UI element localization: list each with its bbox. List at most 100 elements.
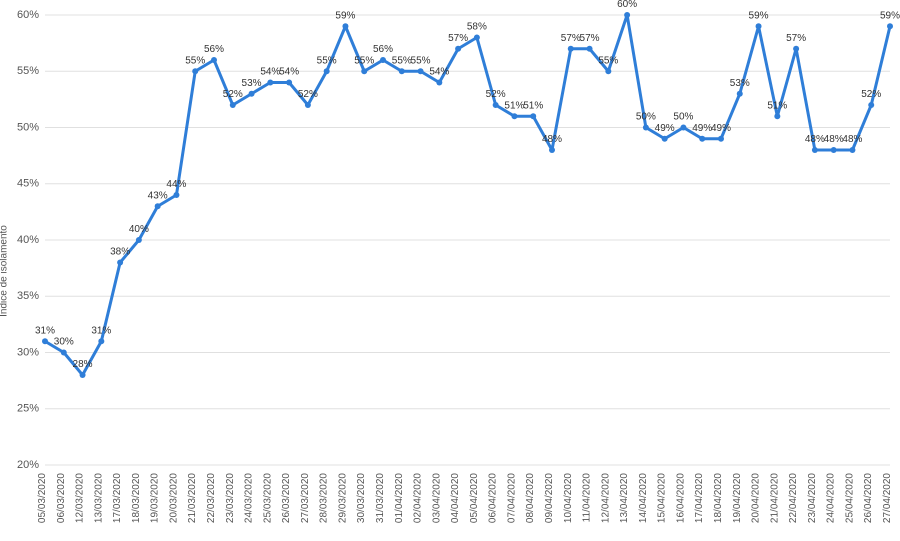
point-label: 43% bbox=[148, 190, 168, 201]
x-tick-label: 26/04/2020 bbox=[863, 473, 874, 523]
data-point bbox=[249, 91, 255, 97]
data-point bbox=[662, 136, 668, 142]
point-label: 57% bbox=[448, 33, 468, 44]
grid bbox=[45, 15, 890, 465]
point-label: 40% bbox=[129, 224, 149, 235]
x-tick-label: 20/04/2020 bbox=[751, 473, 762, 523]
point-label: 54% bbox=[260, 67, 280, 78]
point-label: 57% bbox=[580, 33, 600, 44]
point-labels: 31%30%28%31%38%40%43%44%55%56%52%53%54%5… bbox=[35, 0, 900, 370]
x-tick-label: 15/04/2020 bbox=[657, 473, 668, 523]
x-tick-label: 13/03/2020 bbox=[93, 473, 104, 523]
point-label: 56% bbox=[204, 44, 224, 55]
data-point bbox=[98, 338, 104, 344]
point-label: 53% bbox=[730, 78, 750, 89]
chart-svg: 20%25%30%35%40%45%50%55%60%31%30%28%31%3… bbox=[0, 0, 900, 541]
point-label: 51% bbox=[767, 100, 787, 111]
data-point bbox=[361, 68, 367, 74]
point-label: 55% bbox=[185, 55, 205, 66]
data-point bbox=[80, 372, 86, 378]
data-point bbox=[849, 147, 855, 153]
x-tick-label: 06/03/2020 bbox=[56, 473, 67, 523]
data-point bbox=[756, 23, 762, 29]
y-tick-label: 40% bbox=[17, 234, 39, 246]
y-tick-label: 45% bbox=[17, 178, 39, 190]
data-point bbox=[868, 102, 874, 108]
data-point bbox=[173, 192, 179, 198]
point-label: 57% bbox=[561, 33, 581, 44]
data-point bbox=[511, 113, 517, 119]
x-ticks: 05/03/202006/03/202012/03/202013/03/2020… bbox=[37, 473, 893, 523]
data-point bbox=[812, 147, 818, 153]
data-point bbox=[887, 23, 893, 29]
data-point bbox=[61, 350, 67, 356]
data-point bbox=[530, 113, 536, 119]
point-label: 50% bbox=[673, 112, 693, 123]
point-label: 56% bbox=[373, 44, 393, 55]
x-tick-label: 22/03/2020 bbox=[206, 473, 217, 523]
data-point bbox=[117, 260, 123, 266]
x-tick-label: 19/03/2020 bbox=[150, 473, 161, 523]
point-label: 49% bbox=[655, 123, 675, 134]
point-label: 59% bbox=[880, 10, 900, 21]
x-tick-label: 04/04/2020 bbox=[450, 473, 461, 523]
x-tick-label: 18/03/2020 bbox=[131, 473, 142, 523]
data-point bbox=[774, 113, 780, 119]
data-point bbox=[380, 57, 386, 63]
data-point bbox=[587, 46, 593, 52]
y-axis-label: Índice de isolamento bbox=[0, 225, 10, 317]
point-label: 55% bbox=[354, 55, 374, 66]
data-point bbox=[680, 125, 686, 131]
data-point bbox=[643, 125, 649, 131]
x-tick-label: 25/04/2020 bbox=[844, 473, 855, 523]
data-point bbox=[624, 12, 630, 18]
x-tick-label: 29/03/2020 bbox=[337, 473, 348, 523]
point-label: 30% bbox=[54, 337, 74, 348]
x-tick-label: 25/03/2020 bbox=[262, 473, 273, 523]
x-tick-label: 17/04/2020 bbox=[694, 473, 705, 523]
point-label: 60% bbox=[617, 0, 637, 10]
point-label: 55% bbox=[411, 55, 431, 66]
x-tick-label: 18/04/2020 bbox=[713, 473, 724, 523]
x-tick-label: 26/03/2020 bbox=[281, 473, 292, 523]
x-tick-label: 21/04/2020 bbox=[769, 473, 780, 523]
data-point bbox=[267, 80, 273, 86]
x-tick-label: 10/04/2020 bbox=[563, 473, 574, 523]
data-point bbox=[718, 136, 724, 142]
x-tick-label: 27/04/2020 bbox=[882, 473, 893, 523]
data-point bbox=[493, 102, 499, 108]
data-point bbox=[605, 68, 611, 74]
x-tick-label: 12/04/2020 bbox=[600, 473, 611, 523]
point-label: 55% bbox=[317, 55, 337, 66]
data-point bbox=[399, 68, 405, 74]
data-point bbox=[831, 147, 837, 153]
x-tick-label: 11/04/2020 bbox=[582, 473, 593, 523]
data-point bbox=[793, 46, 799, 52]
x-tick-label: 12/03/2020 bbox=[75, 473, 86, 523]
x-tick-label: 31/03/2020 bbox=[375, 473, 386, 523]
point-label: 57% bbox=[786, 33, 806, 44]
y-ticks: 20%25%30%35%40%45%50%55%60% bbox=[17, 9, 39, 471]
series-line bbox=[45, 15, 890, 375]
data-point bbox=[324, 68, 330, 74]
x-tick-label: 17/03/2020 bbox=[112, 473, 123, 523]
data-point bbox=[568, 46, 574, 52]
y-tick-label: 30% bbox=[17, 346, 39, 358]
x-tick-label: 07/04/2020 bbox=[506, 473, 517, 523]
point-label: 59% bbox=[335, 10, 355, 21]
y-tick-label: 55% bbox=[17, 65, 39, 77]
y-tick-label: 20% bbox=[17, 459, 39, 471]
point-label: 55% bbox=[392, 55, 412, 66]
point-label: 52% bbox=[298, 89, 318, 100]
markers bbox=[42, 12, 893, 378]
y-tick-label: 50% bbox=[17, 121, 39, 133]
point-label: 55% bbox=[598, 55, 618, 66]
x-tick-label: 22/04/2020 bbox=[788, 473, 799, 523]
x-tick-label: 28/03/2020 bbox=[319, 473, 330, 523]
point-label: 52% bbox=[861, 89, 881, 100]
point-label: 52% bbox=[223, 89, 243, 100]
point-label: 54% bbox=[429, 67, 449, 78]
x-tick-label: 16/04/2020 bbox=[675, 473, 686, 523]
x-tick-label: 05/04/2020 bbox=[469, 473, 480, 523]
point-label: 44% bbox=[166, 179, 186, 190]
